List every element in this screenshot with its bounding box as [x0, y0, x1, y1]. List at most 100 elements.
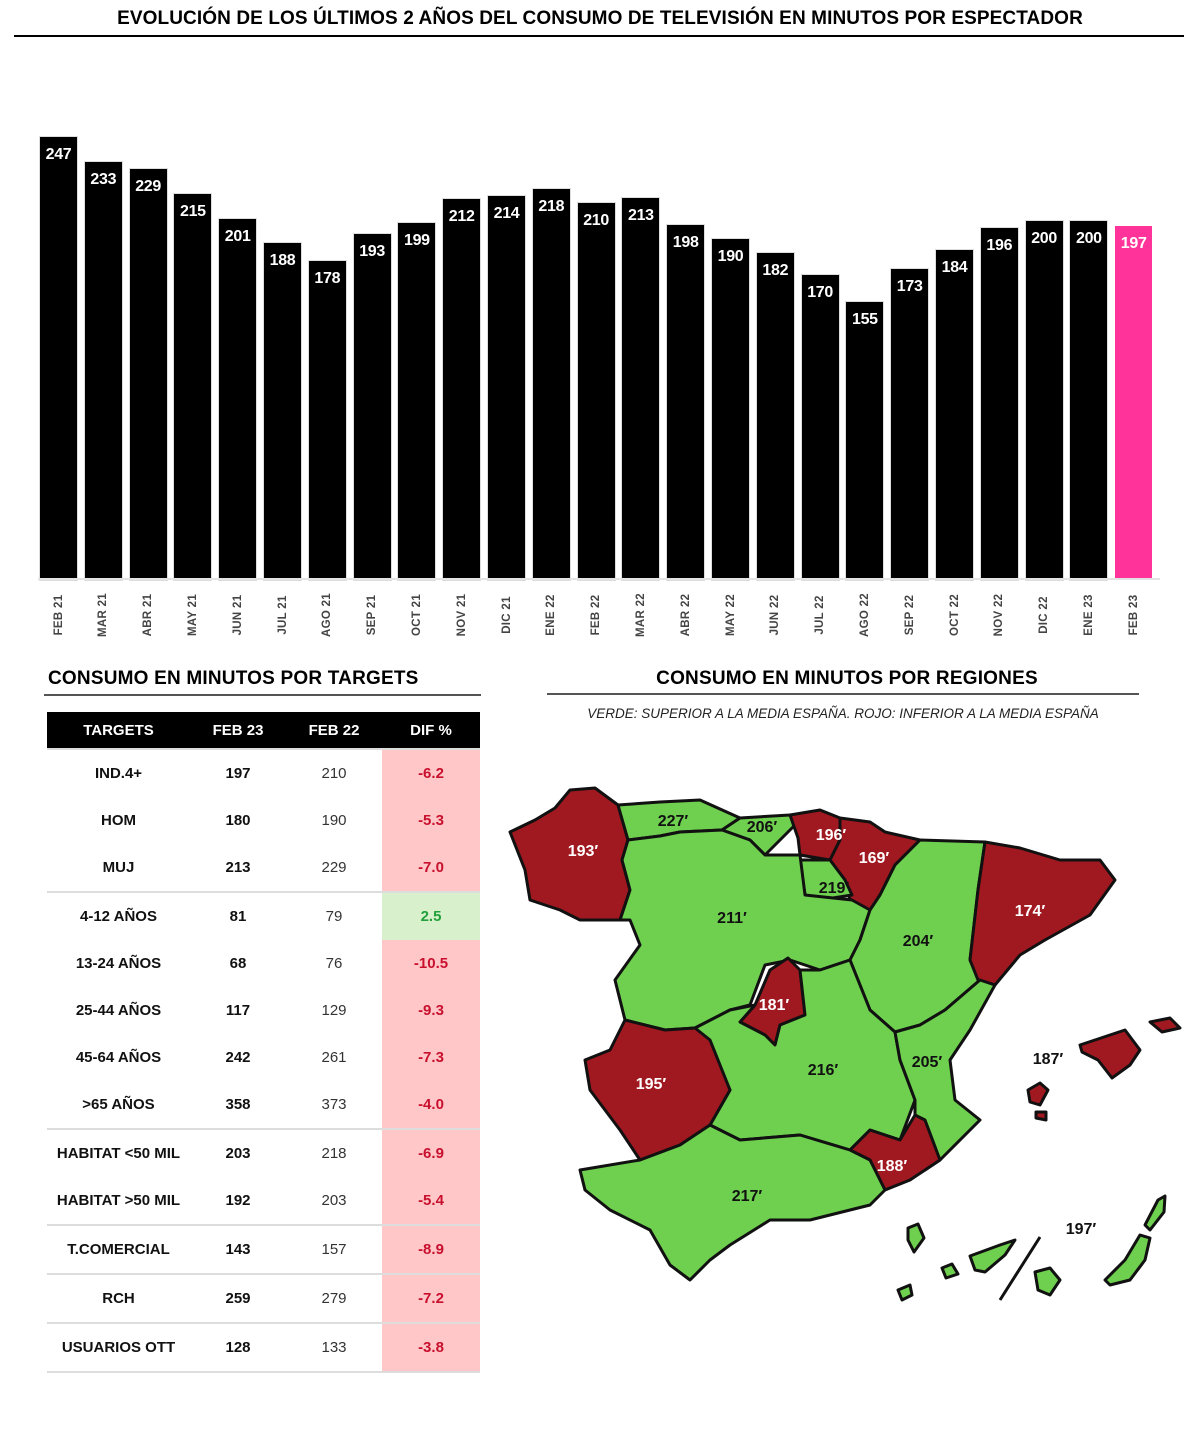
- region-murcia: [848, 1113, 942, 1192]
- x-axis-tick: NOV 21: [443, 586, 480, 644]
- bar-value-label: 213: [627, 206, 654, 224]
- label-andalucia: 217′: [731, 1188, 763, 1205]
- row-feb22: 279: [321, 1290, 347, 1307]
- row-feb22: 133: [321, 1339, 347, 1356]
- x-axis-tick-label: AGO 22: [858, 593, 871, 637]
- row-feb22: 203: [321, 1192, 347, 1209]
- bar-value-label: 178: [314, 269, 341, 287]
- row-feb23: 180: [225, 812, 251, 829]
- row-target: 25-44 AÑOS: [75, 1002, 162, 1019]
- bar-value-label: 210: [583, 212, 609, 230]
- bar: 190: [712, 238, 749, 580]
- bar: 198: [667, 224, 705, 580]
- row-feb22: 79: [325, 908, 343, 925]
- x-axis-tick: SEP 21: [354, 586, 391, 644]
- x-axis-tick-label: FEB 21: [52, 594, 65, 636]
- row-target: HOM: [101, 812, 136, 829]
- x-axis-tick: ENE 22: [533, 586, 570, 644]
- x-axis-tick-label: JUL 21: [276, 595, 289, 635]
- bar: 173: [891, 269, 929, 580]
- x-axis-tick-label: ENE 22: [545, 594, 558, 636]
- bar-value-label: 199: [403, 231, 430, 249]
- table-row: IND.4+ 197 210 -6.2: [47, 748, 480, 797]
- title-divider: [14, 35, 1184, 37]
- bar-value-label: 190: [717, 247, 744, 265]
- x-axis-tick-label: ABR 21: [142, 593, 155, 637]
- table-row: HOM 180 190 -5.3: [47, 797, 480, 844]
- x-axis-tick-label: NOV 22: [993, 593, 1006, 637]
- table-body: IND.4+ 197 210 -6.2 HOM 180 190 -5.3 MUJ 213 229 -7…: [47, 748, 480, 1371]
- x-axis-tick: DIC 21: [488, 586, 525, 644]
- row-dif: -5.4: [382, 1177, 480, 1224]
- targets-section-divider: [44, 694, 481, 696]
- bar-value-label: 215: [179, 203, 206, 221]
- header-targets: TARGETS: [83, 721, 154, 739]
- label-galicia: 193′: [567, 843, 599, 860]
- x-axis-tick-label: JUN 22: [769, 594, 782, 636]
- x-axis-tick-label: MAR 22: [634, 593, 647, 637]
- x-axis-tick-label: FEB 23: [1127, 594, 1140, 636]
- row-feb23: 203: [225, 1145, 251, 1162]
- bar: 182: [756, 253, 794, 580]
- row-feb23: 128: [225, 1339, 251, 1356]
- bar-value-label: 214: [493, 204, 520, 222]
- bar: 247: [40, 136, 77, 580]
- regions-section-divider: [547, 693, 1139, 695]
- bar: 193: [353, 233, 391, 580]
- x-axis-tick-label: ABR 22: [679, 593, 692, 637]
- x-axis-labels: FEB 21 MAR 21 ABR 21 MAY 21 JUN 21 JUL 21 AGO …: [40, 586, 1160, 646]
- row-target: 13-24 AÑOS: [75, 955, 162, 972]
- region-canarias: [906, 1222, 926, 1254]
- x-axis-tick: AGO 21: [309, 586, 346, 644]
- region-andalucia: [578, 1123, 887, 1282]
- row-target: 45-64 AÑOS: [75, 1049, 162, 1066]
- x-axis-tick-label: NOV 21: [455, 593, 468, 637]
- x-axis-tick-label: OCT 22: [948, 593, 961, 637]
- x-axis-tick-label: ENE 23: [1082, 594, 1095, 636]
- header-feb23: FEB 23: [212, 721, 264, 739]
- row-dif: -8.9: [382, 1226, 480, 1273]
- x-axis-tick-label: AGO 21: [321, 593, 334, 637]
- x-axis-tick: JUN 21: [219, 586, 256, 644]
- label-aragon: 204′: [902, 933, 934, 950]
- row-target: HABITAT <50 MIL: [56, 1145, 181, 1162]
- monthly-consumption-bar-chart: 247 233 229 215 201 188 178 193 199 212 214 218 210 2…: [40, 60, 1160, 580]
- label-navarra: 169′: [858, 850, 890, 867]
- targets-table: TARGETS FEB 23 FEB 22 DIF % IND.4+ 197 210…: [47, 712, 480, 1373]
- row-feb22: 218: [321, 1145, 347, 1162]
- row-dif: -6.9: [382, 1130, 480, 1177]
- table-row: >65 AÑOS 358 373 -4.0: [47, 1081, 480, 1128]
- bar: 188: [264, 242, 301, 580]
- bar-value-label: 188: [269, 251, 296, 269]
- bar: 184: [936, 249, 973, 580]
- regions-section-title: CONSUMO EN MINUTOS POR REGIONES: [656, 668, 1038, 689]
- label-canarias: 197′: [1065, 1221, 1097, 1238]
- canarias-separator: [998, 1236, 1042, 1301]
- chart-baseline: [38, 578, 1160, 580]
- row-target: MUJ: [102, 859, 135, 876]
- bar-value-label: 155: [851, 310, 878, 328]
- row-dif: -9.3: [382, 987, 480, 1034]
- bar-value-label: 184: [941, 258, 968, 276]
- x-axis-tick: AGO 22: [846, 586, 883, 644]
- spain-map-svg: [508, 786, 1182, 1302]
- bar: 212: [443, 199, 481, 580]
- header-feb22: FEB 22: [308, 721, 360, 739]
- row-feb22: 373: [321, 1096, 347, 1113]
- region-canarias-4: [1033, 1266, 1062, 1297]
- table-row: T.COMERCIAL 143 157 -8.9: [47, 1224, 480, 1273]
- region-baleares-menorca: [1148, 1016, 1182, 1034]
- bar-value-label: 247: [45, 145, 72, 163]
- label-cataluna: 174′: [1014, 903, 1046, 920]
- label-pais-vasco: 196′: [815, 827, 847, 844]
- region-canarias-5: [1103, 1233, 1152, 1287]
- table-row: 45-64 AÑOS 242 261 -7.3: [47, 1034, 480, 1081]
- bar: 233: [84, 161, 122, 580]
- row-feb23: 192: [225, 1192, 251, 1209]
- table-row: HABITAT <50 MIL 203 218 -6.9: [47, 1128, 480, 1177]
- row-feb22: 190: [321, 812, 347, 829]
- table-row: RCH 259 279 -7.2: [47, 1273, 480, 1322]
- bar: 200: [1025, 221, 1063, 580]
- row-dif: -6.2: [382, 750, 480, 797]
- row-dif: 2.5: [382, 893, 480, 940]
